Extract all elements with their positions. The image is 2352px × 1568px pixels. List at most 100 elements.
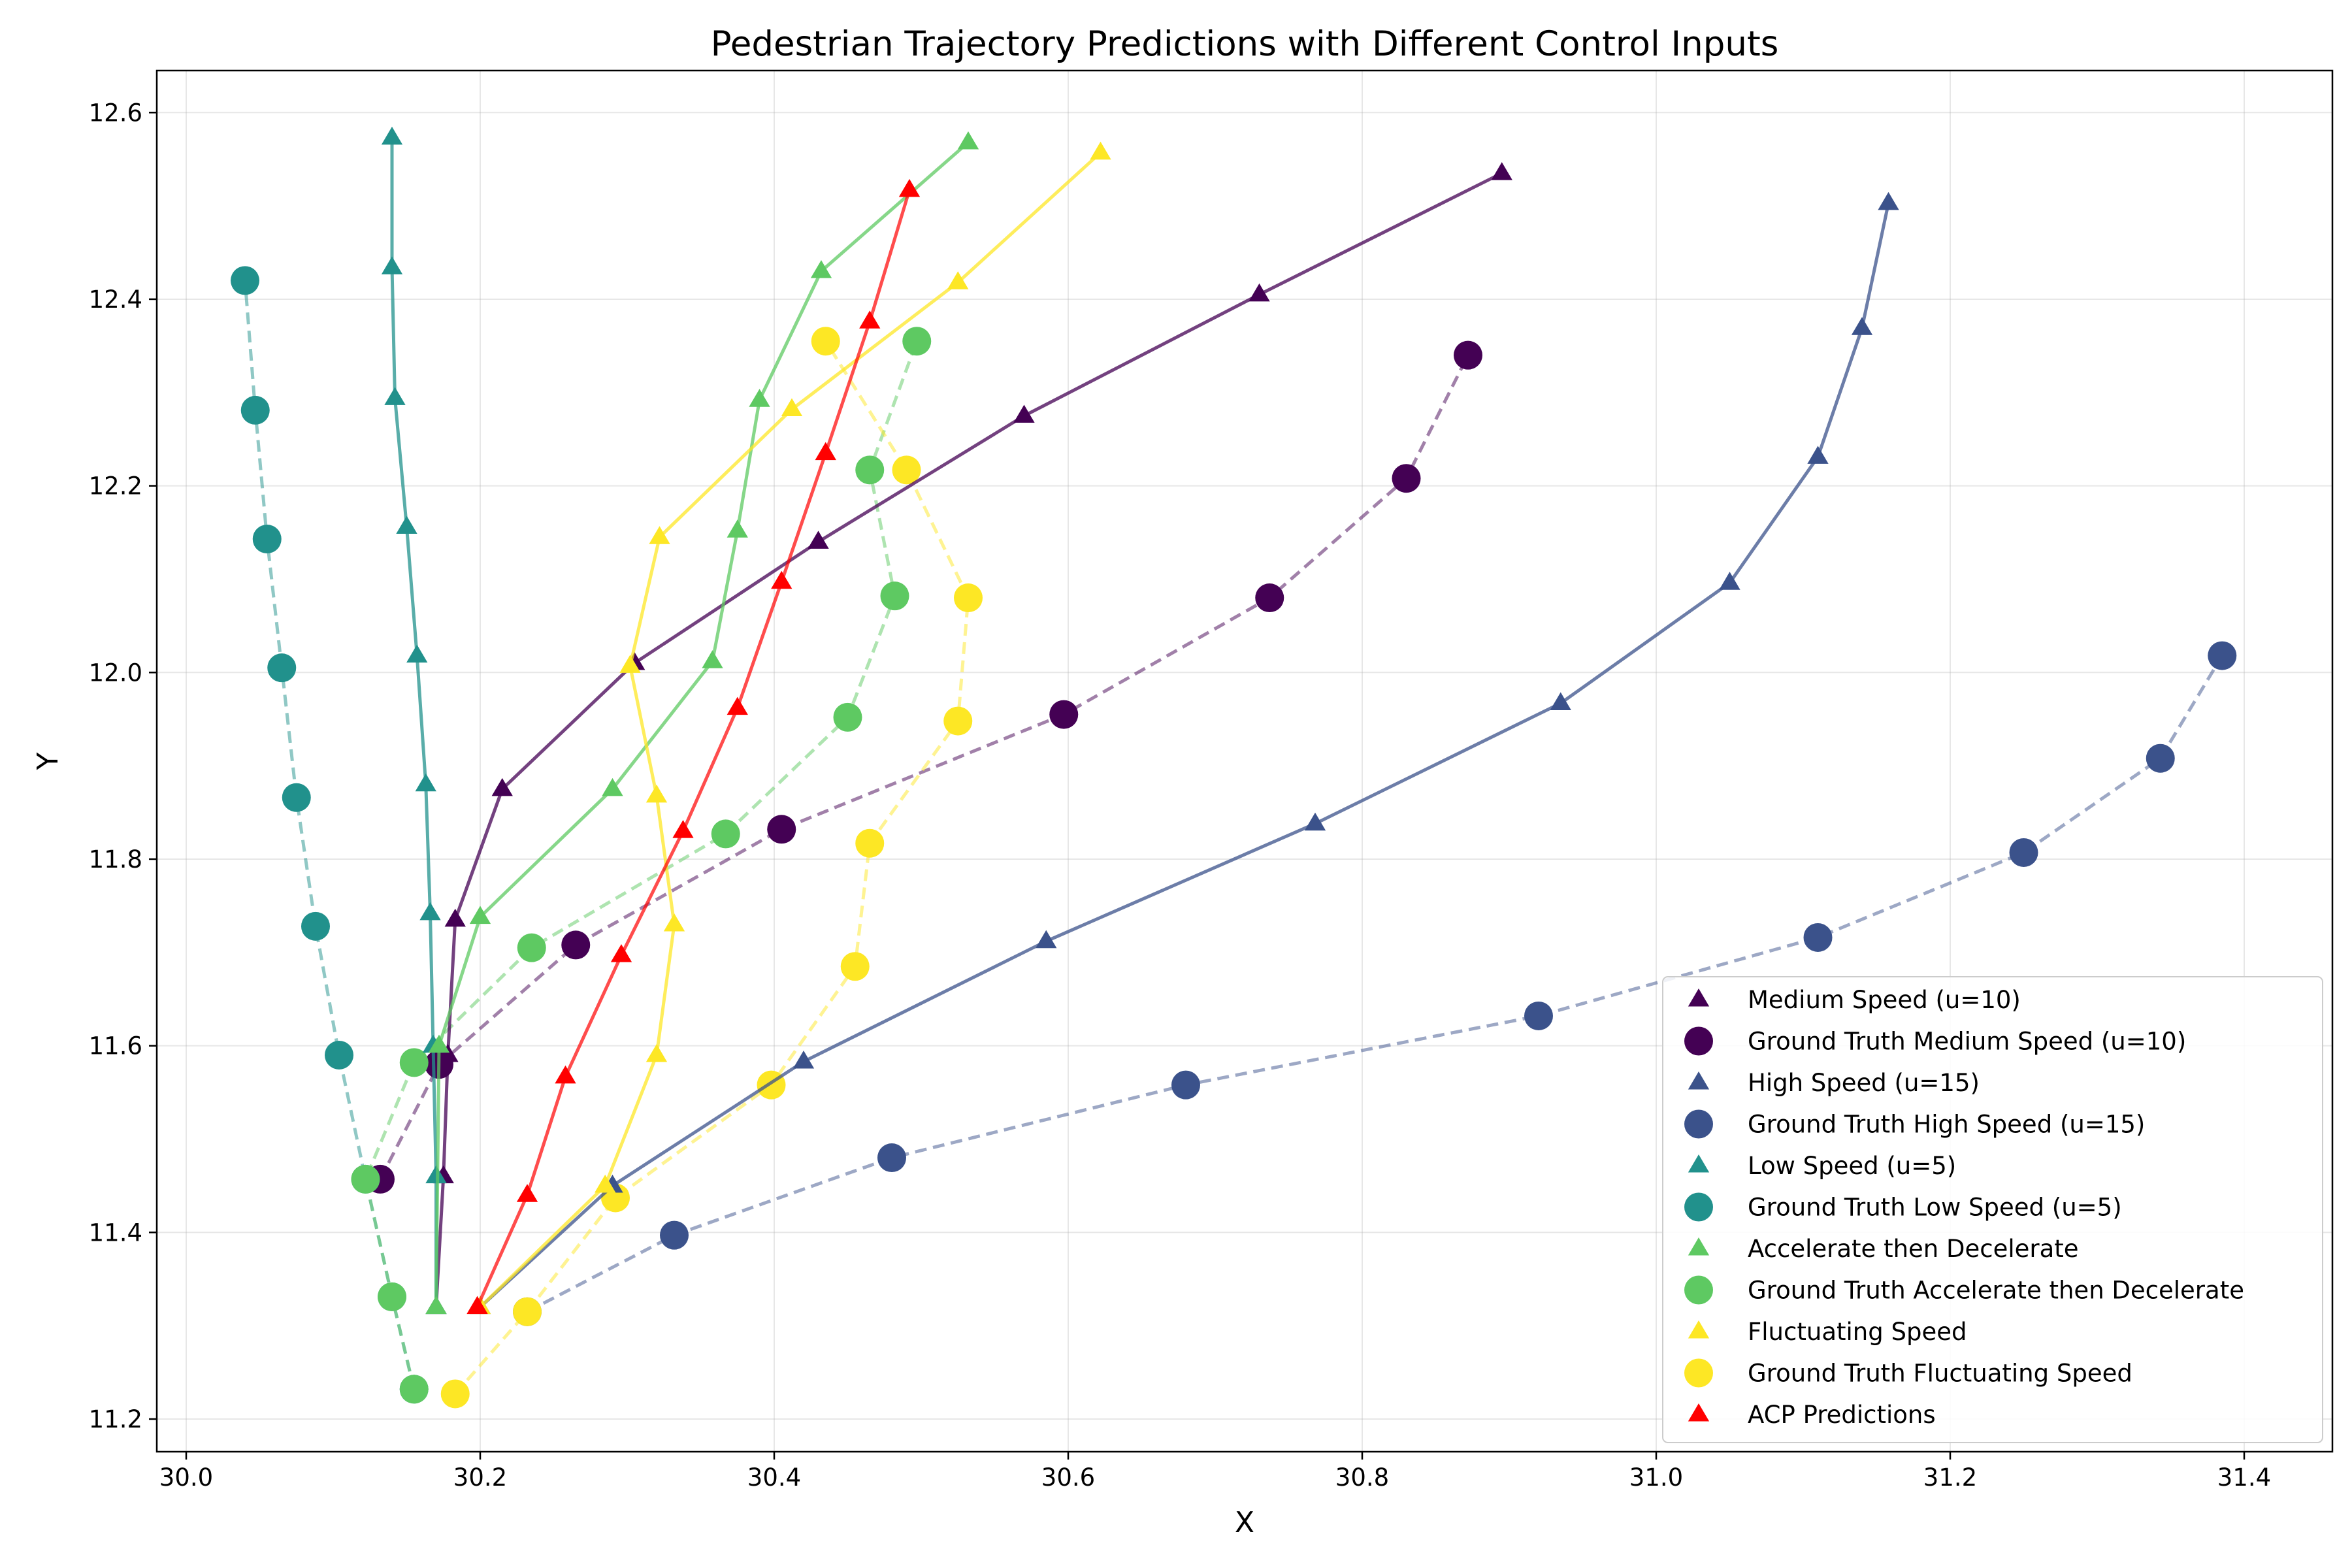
data-point [1249, 283, 1270, 302]
y-tick-label: 11.8 [89, 845, 142, 874]
legend-marker [1688, 1403, 1710, 1422]
data-point [1803, 923, 1833, 952]
legend-item-acp-predictions: ACP Predictions [1688, 1401, 1936, 1429]
data-point [419, 902, 441, 921]
legend-label: Medium Speed (u=10) [1748, 986, 2021, 1014]
data-point [645, 1043, 668, 1062]
data-point [610, 944, 632, 962]
data-point [1491, 162, 1512, 180]
data-point [902, 327, 932, 356]
data-point [301, 911, 330, 941]
data-point [943, 706, 973, 736]
data-point [792, 1050, 815, 1069]
series-ground-truth-fluctuating-speed [440, 327, 983, 1409]
chart-title: Pedestrian Trajectory Predictions with D… [711, 24, 1779, 64]
data-point [267, 653, 297, 683]
data-point [231, 266, 259, 295]
data-point [663, 913, 685, 932]
legend-label: Ground Truth Medium Speed (u=10) [1748, 1028, 2186, 1056]
y-tick-label: 11.4 [89, 1218, 142, 1247]
data-point [428, 1034, 450, 1053]
data-point [660, 1220, 689, 1250]
data-point [1036, 930, 1057, 949]
legend-label: Ground Truth Fluctuating Speed [1748, 1360, 2132, 1388]
data-point [855, 828, 885, 858]
data-point [425, 1296, 447, 1315]
data-point [415, 773, 436, 792]
data-point [1171, 1070, 1200, 1100]
legend-marker [1684, 1275, 1713, 1305]
y-tick-label: 12.6 [89, 99, 142, 127]
series-acp-predictions [466, 178, 921, 1315]
data-point [517, 933, 546, 962]
legend-item-medium-speed-u-10: Medium Speed (u=10) [1688, 986, 2021, 1014]
data-point [855, 455, 885, 485]
legend-marker [1688, 1071, 1710, 1090]
data-point [282, 783, 311, 812]
legend-box [1662, 976, 2323, 1443]
data-point [1878, 191, 1899, 210]
series-line [479, 151, 1102, 1309]
legend-marker [1684, 1358, 1713, 1388]
data-point [1719, 572, 1740, 590]
legend-item-accelerate-then-decelerate: Accelerate then Decelerate [1688, 1235, 2079, 1263]
data-point [1049, 700, 1079, 729]
legend-label: High Speed (u=15) [1748, 1069, 1980, 1097]
data-point [749, 389, 770, 407]
legend-label: ACP Predictions [1748, 1401, 1936, 1429]
data-point [406, 644, 428, 663]
legend-label: Low Speed (u=5) [1748, 1152, 1956, 1180]
series-line [479, 203, 1890, 1309]
legend-marker [1688, 1320, 1710, 1339]
data-point [466, 1296, 488, 1315]
legend: Medium Speed (u=10) Ground Truth Medium S… [1662, 976, 2323, 1443]
x-tick-label: 30.4 [747, 1463, 801, 1492]
data-point [381, 126, 403, 145]
series-line [476, 189, 911, 1308]
data-point [727, 519, 748, 538]
plot-area-frame [155, 69, 2334, 1453]
data-point [595, 1174, 616, 1193]
legend-marker [1684, 1109, 1713, 1139]
x-tick-label: 30.0 [159, 1463, 213, 1492]
data-point [947, 271, 969, 289]
data-point [381, 256, 403, 274]
legend-marker [1688, 1154, 1710, 1173]
data-point [767, 815, 796, 844]
data-point [399, 1048, 429, 1077]
y-tick-label: 11.6 [89, 1032, 142, 1060]
data-point [555, 1065, 576, 1084]
data-point [396, 515, 417, 534]
data-point [619, 655, 641, 673]
data-point [561, 930, 591, 960]
data-point [645, 784, 668, 803]
x-tick-label: 30.6 [1041, 1463, 1095, 1492]
x-tick-label: 30.8 [1335, 1463, 1389, 1492]
data-point [1524, 1001, 1553, 1030]
x-tick-label: 31.0 [1629, 1463, 1683, 1492]
x-tick-label: 31.4 [2217, 1463, 2271, 1492]
data-point [469, 906, 491, 924]
data-point [440, 1379, 470, 1409]
legend-item-ground-truth-high-speed-u-15: Ground Truth High Speed (u=15) [1684, 1109, 2145, 1139]
data-point [513, 1297, 542, 1326]
data-point [1454, 340, 1482, 370]
data-point [892, 455, 921, 485]
data-point [2146, 743, 2175, 773]
y-axis-label: Y [31, 752, 65, 770]
data-point [1090, 141, 1111, 160]
data-point [771, 570, 792, 589]
data-point [898, 178, 921, 197]
data-point [516, 1184, 538, 1202]
data-point [602, 777, 623, 796]
series-line [378, 354, 1470, 1181]
data-point [384, 387, 406, 405]
y-tick-label: 12.4 [89, 286, 142, 314]
data-point [1807, 446, 1829, 464]
series-line [434, 171, 1503, 1307]
x-axis-label: X [1235, 1506, 1254, 1539]
data-point [325, 1040, 353, 1070]
legend-item-ground-truth-accelerate-then-decelerate: Ground Truth Accelerate then Decelerate [1684, 1275, 2244, 1305]
data-point [702, 650, 723, 668]
